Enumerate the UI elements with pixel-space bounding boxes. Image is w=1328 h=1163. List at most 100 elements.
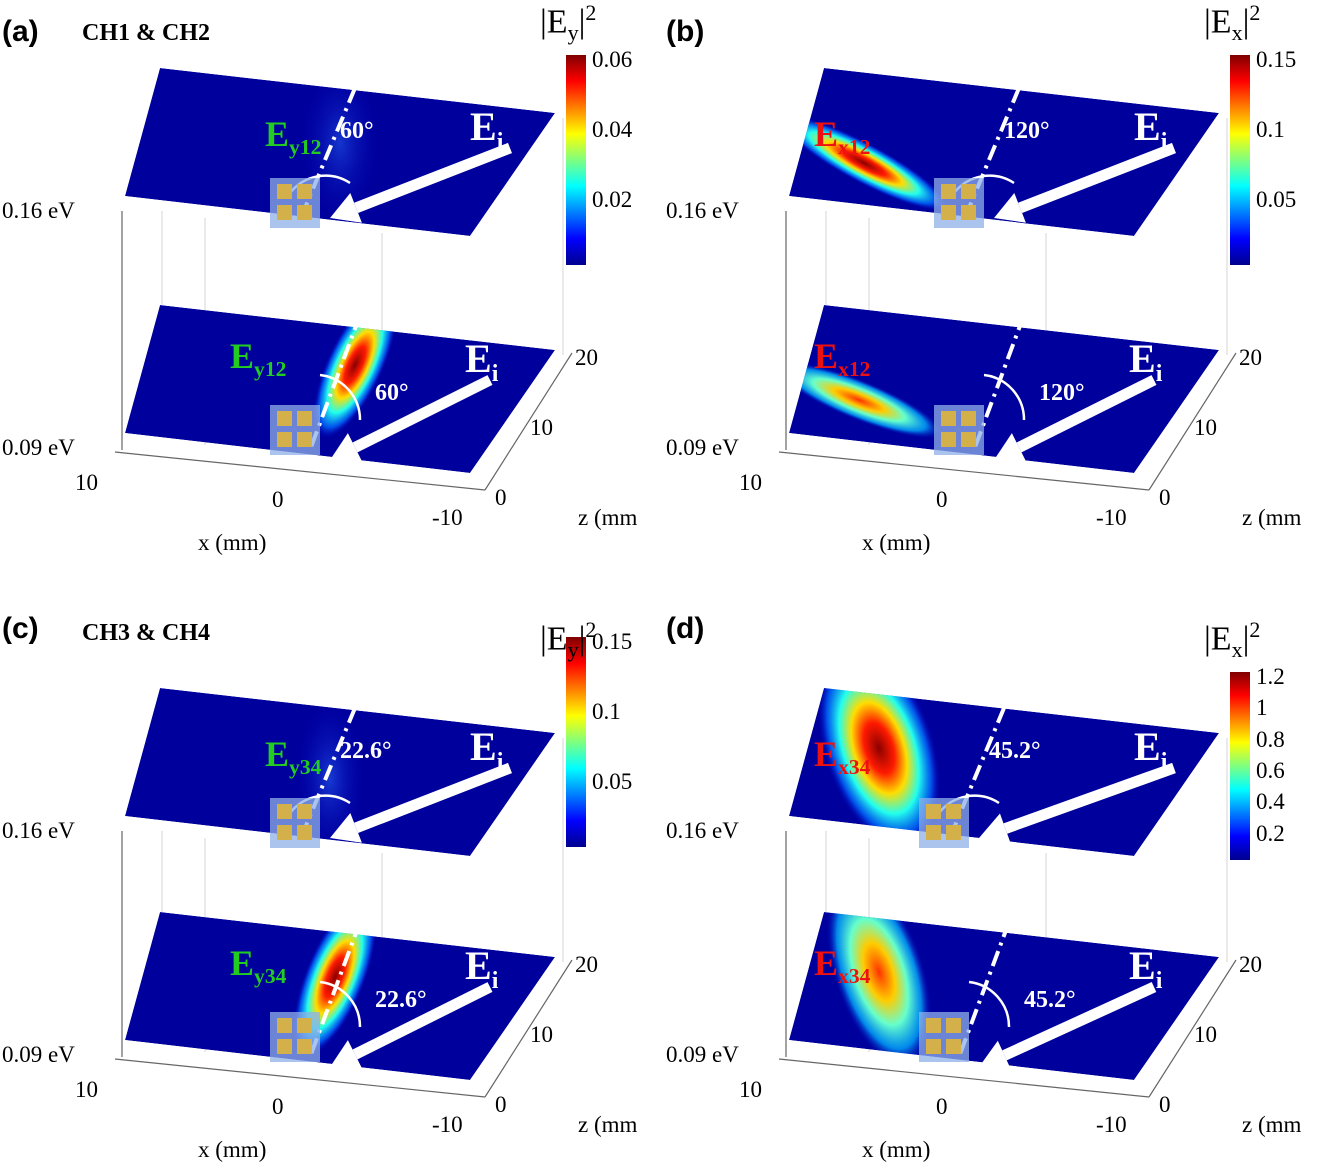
colorbar-title: |Ey|2 (540, 0, 597, 46)
incident-label-top: Ei (470, 724, 504, 775)
angle-label-bottom: 120° (1039, 380, 1085, 406)
z-axis-label: z (mm (1242, 505, 1302, 530)
z-tick: 10 (530, 415, 553, 440)
x-tick: 10 (75, 1077, 98, 1102)
x-axis-label: x (mm) (862, 530, 931, 555)
x-tick: 0 (936, 1094, 948, 1119)
colorbar-tick: 0.6 (1256, 758, 1285, 783)
colorbar-tick: 0.15 (1256, 47, 1297, 72)
x-tick: 0 (272, 1094, 284, 1119)
angle-label-top: 45.2° (989, 738, 1041, 764)
colorbar-tick: 0.1 (1256, 117, 1285, 142)
incident-label-bottom: Ei (1129, 943, 1163, 994)
beam-axis-line (972, 314, 1026, 451)
colorbar-tick: 0.05 (592, 769, 633, 794)
metasurface-chip-icon (270, 1012, 320, 1062)
group-title: CH3 & CH4 (82, 620, 210, 646)
colorbar (566, 637, 586, 847)
x-tick: 10 (75, 470, 98, 495)
panel-label: (b) (666, 15, 705, 48)
energy-label-top: 0.16 eV (666, 198, 739, 223)
x-tick: 0 (272, 487, 284, 512)
z-tick: 10 (1194, 415, 1217, 440)
angle-arc (983, 373, 1026, 421)
z-tick: 20 (575, 345, 598, 370)
metasurface-chip-icon (934, 405, 984, 455)
energy-label-bottom: 0.09 eV (2, 1042, 75, 1067)
metasurface-chip-icon (270, 405, 320, 455)
metasurface-chip-icon (919, 798, 969, 848)
incident-label-bottom: Ei (1129, 336, 1163, 387)
incident-arrow-icon (330, 142, 512, 223)
incident-arrow-icon (979, 981, 1157, 1070)
incident-label-bottom: Ei (465, 336, 499, 387)
incident-label-bottom: Ei (465, 943, 499, 994)
x-tick: -10 (1096, 505, 1127, 530)
incident-label-top: Ei (1134, 724, 1168, 775)
z-tick: 0 (1159, 485, 1171, 510)
angle-arc (968, 980, 1011, 1028)
colorbar-tick: 1 (1256, 695, 1268, 721)
angle-label-bottom: 45.2° (1024, 987, 1076, 1013)
energy-label-bottom: 0.09 eV (2, 435, 75, 460)
z-tick: 20 (1239, 952, 1262, 977)
metasurface-chip-icon (934, 178, 984, 228)
x-axis-label: x (mm) (198, 530, 267, 555)
colorbar-tick: 0.02 (592, 187, 633, 212)
colorbar-tick: 0.04 (592, 117, 633, 142)
panel-b: (b) |Ex|2 0.15 0.1 0.05 Ex12 Ex12 120° 120° Ei Ei 0… (664, 0, 1328, 581)
energy-label-top: 0.16 eV (2, 818, 75, 843)
colorbar-tick: 1.2 (1256, 664, 1285, 689)
beam-label-bottom: Ey34 (230, 943, 287, 989)
z-tick: 10 (1194, 1022, 1217, 1047)
beam-axis-line (308, 921, 362, 1058)
z-tick: 0 (495, 485, 507, 510)
incident-arrow-icon (330, 982, 493, 1069)
colorbar (1230, 55, 1250, 265)
colorbar-tick: 0.4 (1256, 789, 1285, 815)
panel-c: (c) CH3 & CH4 |Ey|2 0.15 0.1 0.05 Ey34 Ey34 22.6… (0, 582, 664, 1163)
beam-label-top: Ey12 (265, 114, 322, 160)
colorbar-tick: 0.15 (592, 629, 633, 654)
angle-arc (319, 980, 362, 1028)
panel-d: (d) |Ex|2 1.2 1 0.8 0.6 0.4 0.2 Ex34 Ex34 45.2° 45.… (664, 582, 1328, 1163)
angle-label-bottom: 60° (375, 380, 409, 406)
colorbar-tick: 0.06 (592, 47, 633, 72)
beam-axis-line (308, 314, 362, 451)
panel-label: (c) (2, 612, 39, 645)
angle-label-bottom: 22.6° (375, 987, 427, 1013)
energy-label-top: 0.16 eV (666, 818, 739, 843)
x-tick: 10 (739, 1077, 762, 1102)
beam-label-top: Ex34 (814, 734, 871, 780)
z-tick: 20 (1239, 345, 1262, 370)
incident-label-top: Ei (470, 104, 504, 155)
angle-arc (319, 373, 362, 421)
angle-label-top: 120° (1004, 118, 1050, 144)
angle-label-top: 60° (340, 118, 374, 144)
colorbar-tick: 0.1 (592, 699, 621, 724)
energy-label-top: 0.16 eV (2, 198, 75, 223)
z-tick: 10 (530, 1022, 553, 1047)
z-axis-label: z (mm (1242, 1112, 1302, 1137)
x-tick: -10 (432, 505, 463, 530)
z-tick: 0 (495, 1092, 507, 1117)
colorbar-title: |Ey|2 (540, 617, 597, 663)
z-tick: 20 (575, 952, 598, 977)
colorbar-tick: 0.05 (1256, 187, 1297, 212)
incident-arrow-icon (979, 762, 1176, 844)
colorbar (566, 55, 586, 265)
group-title: CH1 & CH2 (82, 20, 210, 46)
metasurface-chip-icon (270, 798, 320, 848)
incident-arrow-icon (994, 375, 1157, 462)
x-tick: -10 (1096, 1112, 1127, 1137)
panel-label: (a) (2, 15, 39, 48)
metasurface-chip-icon (919, 1012, 969, 1062)
z-axis-label: z (mm (578, 505, 638, 530)
z-tick: 0 (1159, 1092, 1171, 1117)
x-tick: 0 (936, 487, 948, 512)
x-axis-label: x (mm) (198, 1137, 267, 1162)
beam-label-bottom: Ey12 (230, 336, 287, 382)
x-tick: -10 (432, 1112, 463, 1137)
colorbar-tick: 0.8 (1256, 726, 1285, 752)
angle-label-top: 22.6° (340, 738, 392, 764)
